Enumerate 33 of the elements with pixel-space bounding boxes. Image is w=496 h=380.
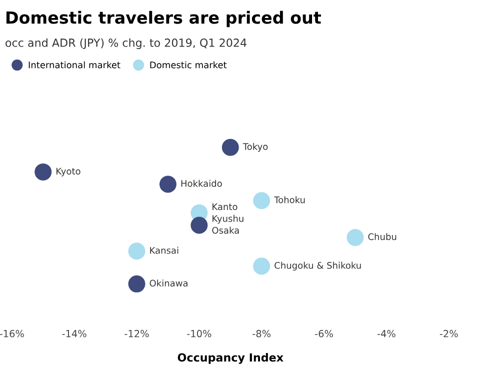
x-tick-label: -2% [440, 330, 458, 338]
point [253, 258, 270, 275]
point [159, 176, 176, 193]
x-tick-label: -4% [377, 330, 396, 338]
point [128, 275, 146, 292]
legend-label: Domestic market [150, 61, 227, 68]
annotation: Kanto [212, 203, 238, 210]
annotation: Hokkaido [181, 180, 222, 187]
x-tick-label: -6% [315, 330, 333, 338]
annotation: Kansai [150, 246, 178, 254]
x-tick-label: -8% [252, 330, 271, 338]
annotation: Tokyo [242, 143, 268, 152]
annotation: Kyushu [212, 214, 244, 224]
annotation: Chugoku & Shikoku [274, 262, 361, 271]
chart-subtitle: occ and ADR (JPY) % chg. to 2019, Q1 2024 [6, 38, 246, 50]
x-tick-label: -10% [187, 330, 212, 338]
point [190, 216, 208, 234]
annotation: Tohoku [274, 196, 305, 204]
chart-title: Domestic travelers are priced out [6, 10, 322, 28]
point [222, 138, 239, 156]
point [34, 163, 52, 180]
point [128, 242, 146, 260]
point [253, 192, 270, 210]
annotation: Okinawa [150, 280, 188, 287]
x-tick-label: -12% [124, 330, 149, 338]
annotation: Kyoto [56, 168, 80, 176]
annotation: Chubu [368, 233, 396, 240]
x-tick-label: -14% [62, 330, 86, 338]
point [346, 228, 364, 246]
legend-label: International market [28, 61, 120, 68]
annotation: Osaka [212, 226, 239, 234]
x-tick-label: -16% [0, 330, 24, 338]
x-axis-title: Occupancy Index [178, 353, 284, 364]
